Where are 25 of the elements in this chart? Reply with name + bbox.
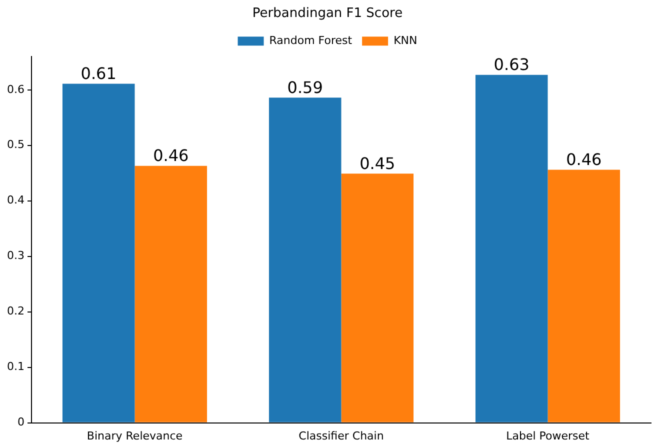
x-tick-label: Classifier Chain [298,429,384,442]
data-label: 0.46 [153,146,189,166]
data-label: 0.61 [80,64,116,83]
legend-label: Random Forest [269,34,353,47]
data-label: 0.59 [287,78,323,97]
bar [134,166,208,422]
data-label: 0.45 [360,154,396,173]
y-tick-label: 0.6 [6,82,24,96]
y-tick-label: 0.3 [6,249,24,262]
y-tick-label: 0.2 [6,304,24,318]
legend-label: KNN [394,34,418,47]
data-label: 0.46 [566,150,602,169]
y-tick-label: 0.5 [6,138,24,152]
bar [548,170,620,422]
y-tick-label: 0.4 [6,194,24,207]
y-tick-label: 0 [17,416,24,429]
x-tick-label: Binary Relevance [86,429,183,442]
data-label: 0.63 [494,55,530,74]
bar [341,174,414,422]
y-tick-label: 0.1 [6,360,24,374]
bar [475,74,548,422]
chart-title: Perbandingan F1 Score [252,6,403,22]
x-tick-label: Label Powerset [506,429,590,442]
bar [268,98,342,422]
bar [62,84,135,422]
